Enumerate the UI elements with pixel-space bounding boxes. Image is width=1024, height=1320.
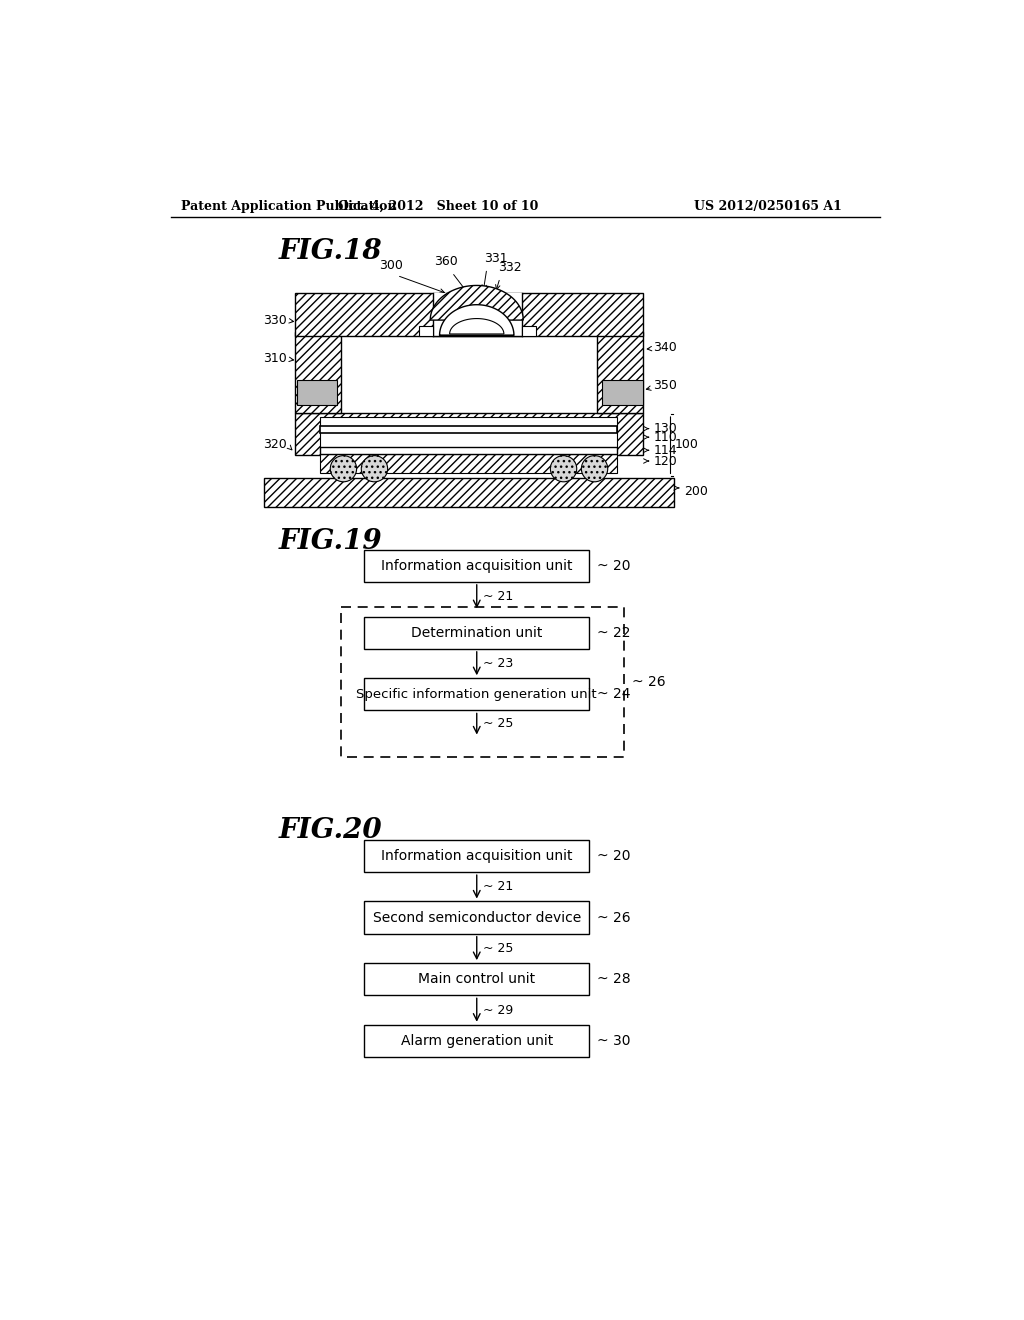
Polygon shape <box>430 285 523 321</box>
Text: 340: 340 <box>653 341 677 354</box>
Bar <box>432 293 521 335</box>
Text: 360: 360 <box>434 255 458 268</box>
Text: 332: 332 <box>498 261 521 275</box>
Bar <box>365 902 589 933</box>
Text: FIG.18: FIG.18 <box>280 238 383 265</box>
Text: FIG.20: FIG.20 <box>280 817 383 843</box>
Text: Alarm generation unit: Alarm generation unit <box>400 1034 553 1048</box>
Text: ~ 20: ~ 20 <box>597 558 631 573</box>
Text: 350: 350 <box>653 379 677 392</box>
Text: 300: 300 <box>380 259 403 272</box>
Bar <box>297 380 337 405</box>
Text: ~ 23: ~ 23 <box>483 657 513 671</box>
Text: Second semiconductor device: Second semiconductor device <box>373 911 581 924</box>
Bar <box>263 478 675 507</box>
Bar <box>419 326 432 335</box>
Text: ~ 25: ~ 25 <box>483 942 513 954</box>
Text: 130: 130 <box>653 422 677 436</box>
Bar <box>321 425 617 433</box>
Text: 200: 200 <box>684 486 709 499</box>
Bar <box>365 840 589 873</box>
Polygon shape <box>450 318 504 334</box>
Polygon shape <box>439 305 514 335</box>
Bar <box>321 447 617 454</box>
Text: 320: 320 <box>263 438 287 451</box>
Text: Information acquisition unit: Information acquisition unit <box>381 558 572 573</box>
Bar <box>295 293 643 335</box>
Text: 331: 331 <box>484 252 508 264</box>
Bar <box>321 417 617 450</box>
Text: ~ 26: ~ 26 <box>632 676 666 689</box>
Text: ~ 28: ~ 28 <box>597 973 631 986</box>
Text: 120: 120 <box>653 454 677 467</box>
Text: ~ 24: ~ 24 <box>597 688 631 701</box>
Bar <box>341 607 624 758</box>
Text: ~ 26: ~ 26 <box>597 911 631 924</box>
Bar <box>321 454 617 474</box>
Text: 100: 100 <box>675 438 698 451</box>
Circle shape <box>550 455 577 482</box>
Bar <box>295 331 341 413</box>
Bar <box>365 549 589 582</box>
Text: ~ 30: ~ 30 <box>597 1034 631 1048</box>
Circle shape <box>582 455 607 482</box>
Text: Information acquisition unit: Information acquisition unit <box>381 849 572 863</box>
Text: ~ 21: ~ 21 <box>483 880 513 894</box>
Text: ~ 22: ~ 22 <box>597 626 631 640</box>
Text: 330: 330 <box>263 314 287 326</box>
Text: 114: 114 <box>653 444 677 457</box>
Bar <box>365 964 589 995</box>
Text: 110: 110 <box>653 430 677 444</box>
Text: FIG.19: FIG.19 <box>280 528 383 554</box>
Bar <box>365 678 589 710</box>
Bar <box>365 1024 589 1057</box>
Text: ~ 25: ~ 25 <box>483 718 513 730</box>
Text: 310: 310 <box>263 352 287 366</box>
Text: ~ 21: ~ 21 <box>483 590 513 603</box>
Bar <box>521 326 536 335</box>
Text: Patent Application Publication: Patent Application Publication <box>180 199 396 213</box>
Text: Specific information generation unit: Specific information generation unit <box>356 688 597 701</box>
Bar <box>295 412 643 455</box>
Bar <box>365 616 589 649</box>
Circle shape <box>361 455 388 482</box>
Text: US 2012/0250165 A1: US 2012/0250165 A1 <box>693 199 842 213</box>
Text: Main control unit: Main control unit <box>418 973 536 986</box>
Text: ~ 29: ~ 29 <box>483 1003 513 1016</box>
Text: ~ 20: ~ 20 <box>597 849 631 863</box>
Circle shape <box>331 455 356 482</box>
Bar <box>602 380 643 405</box>
Text: Determination unit: Determination unit <box>411 626 543 640</box>
Bar <box>597 331 643 413</box>
Text: Oct. 4, 2012   Sheet 10 of 10: Oct. 4, 2012 Sheet 10 of 10 <box>338 199 539 213</box>
